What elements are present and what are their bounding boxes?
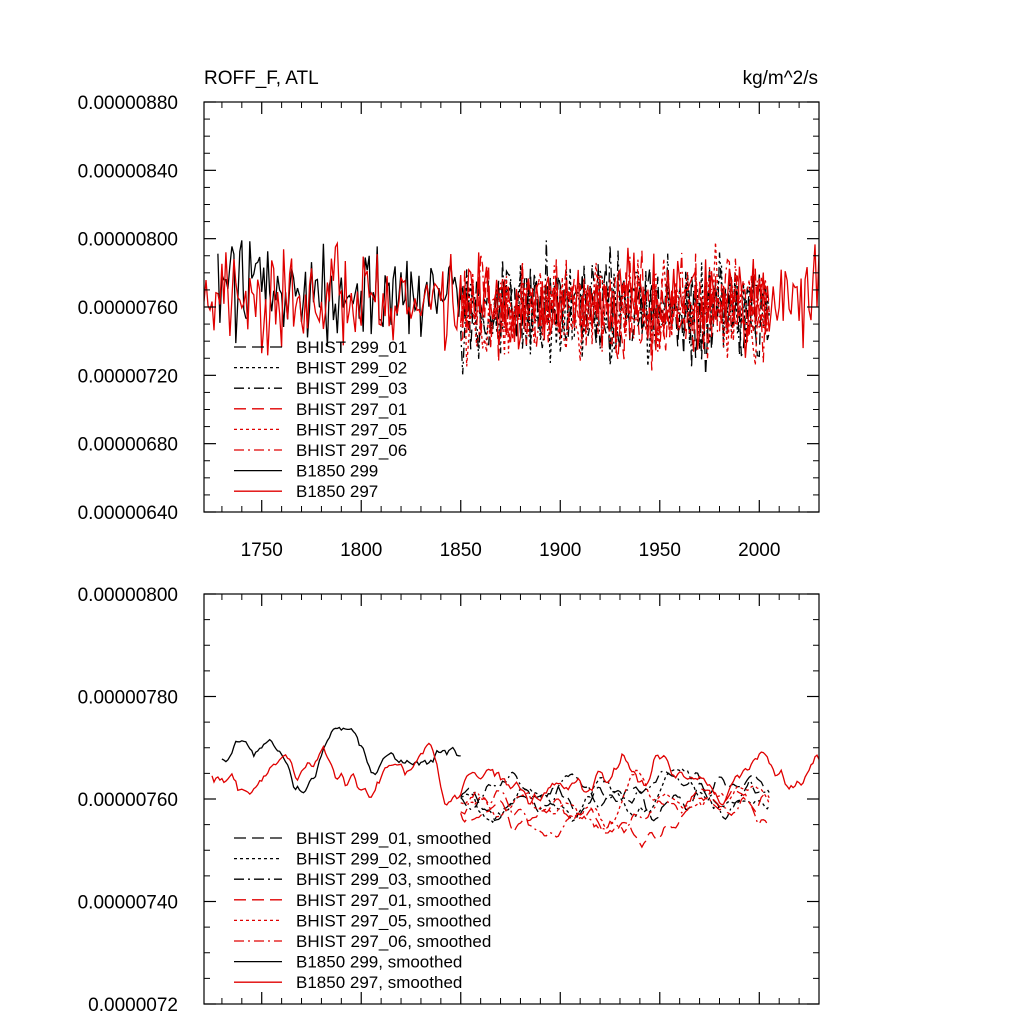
- series-line-bhist-297-06-smoothed: [460, 790, 770, 838]
- legend-label: BHIST 299_02: [296, 359, 407, 378]
- legend-label: BHIST 297_06, smoothed: [296, 932, 491, 951]
- top-axes: 0.00000640 0.00000680 0.00000720 0.00000760…: [78, 93, 820, 561]
- y-tick-label: 0.00000840: [78, 161, 178, 182]
- legend-label: BHIST 297_01, smoothed: [296, 891, 491, 910]
- y-tick-label: 0.00000640: [78, 503, 178, 524]
- panel-top-title: ROFF_F, ATL: [204, 68, 319, 89]
- y-tick-label: 0.00000760: [78, 298, 178, 319]
- series-line-bhist-297-06: [460, 252, 770, 363]
- panel-bottom: 0.0000072 0.00000740 0.00000760 0.00000780 0…: [78, 585, 820, 1016]
- y-tick-label: 0.00000800: [78, 230, 178, 251]
- y-tick-label: 0.00000680: [78, 435, 178, 456]
- bottom-axes: 0.0000072 0.00000740 0.00000760 0.00000780 0…: [78, 585, 820, 1016]
- legend-label: BHIST 297_01: [296, 400, 407, 419]
- legend-label: BHIST 299_02, smoothed: [296, 850, 491, 869]
- series-line-b1850-297-smoothed: [211, 742, 819, 806]
- y-tick-label: 0.00000740: [78, 893, 178, 914]
- x-tick-label: 1850: [440, 540, 482, 561]
- legend-label: B1850 297, smoothed: [296, 973, 462, 992]
- series-line-b1850-297: [204, 241, 819, 358]
- legend-label: BHIST 299_01, smoothed: [296, 829, 491, 848]
- panel-top-units: kg/m^2/s: [743, 68, 818, 89]
- y-tick-label: 0.00000880: [78, 93, 178, 114]
- y-tick-label: 0.00000720: [78, 366, 178, 387]
- legend-label: B1850 299: [296, 462, 378, 481]
- x-tick-label: 2000: [738, 540, 780, 561]
- series-line-bhist-297-01-smoothed: [460, 788, 770, 849]
- top-series-group: [204, 240, 819, 376]
- legend-label: BHIST 299_03, smoothed: [296, 870, 491, 889]
- series-line-b1850-299-smoothed: [221, 726, 461, 794]
- y-tick-label: 0.00000800: [78, 585, 178, 606]
- bottom-series-group: [211, 726, 819, 849]
- y-tick-label: 0.00000760: [78, 790, 178, 811]
- y-tick-label: 0.00000780: [78, 688, 178, 709]
- legend-label: B1850 297: [296, 482, 378, 501]
- legend-label: BHIST 297_06: [296, 441, 407, 460]
- x-tick-label: 1750: [241, 540, 283, 561]
- legend-label: BHIST 297_05, smoothed: [296, 911, 491, 930]
- panel-top: ROFF_F, ATL kg/m^2/s 0.00000640 0.0000068…: [78, 68, 820, 561]
- x-tick-label: 1950: [639, 540, 681, 561]
- x-tick-label: 1900: [539, 540, 581, 561]
- bottom-legend: BHIST 299_01, smoothed BHIST 299_02, smoo…: [234, 829, 491, 992]
- series-line-bhist-297-05-smoothed: [460, 769, 770, 830]
- x-tick-label: 1800: [340, 540, 382, 561]
- legend-label: BHIST 299_01: [296, 338, 407, 357]
- y-tick-label: 0.0000072: [88, 995, 178, 1016]
- legend-label: BHIST 297_05: [296, 420, 407, 439]
- legend-label: BHIST 299_03: [296, 379, 407, 398]
- legend-label: B1850 299, smoothed: [296, 953, 462, 972]
- series-line-bhist-299-01-smoothed: [460, 773, 770, 822]
